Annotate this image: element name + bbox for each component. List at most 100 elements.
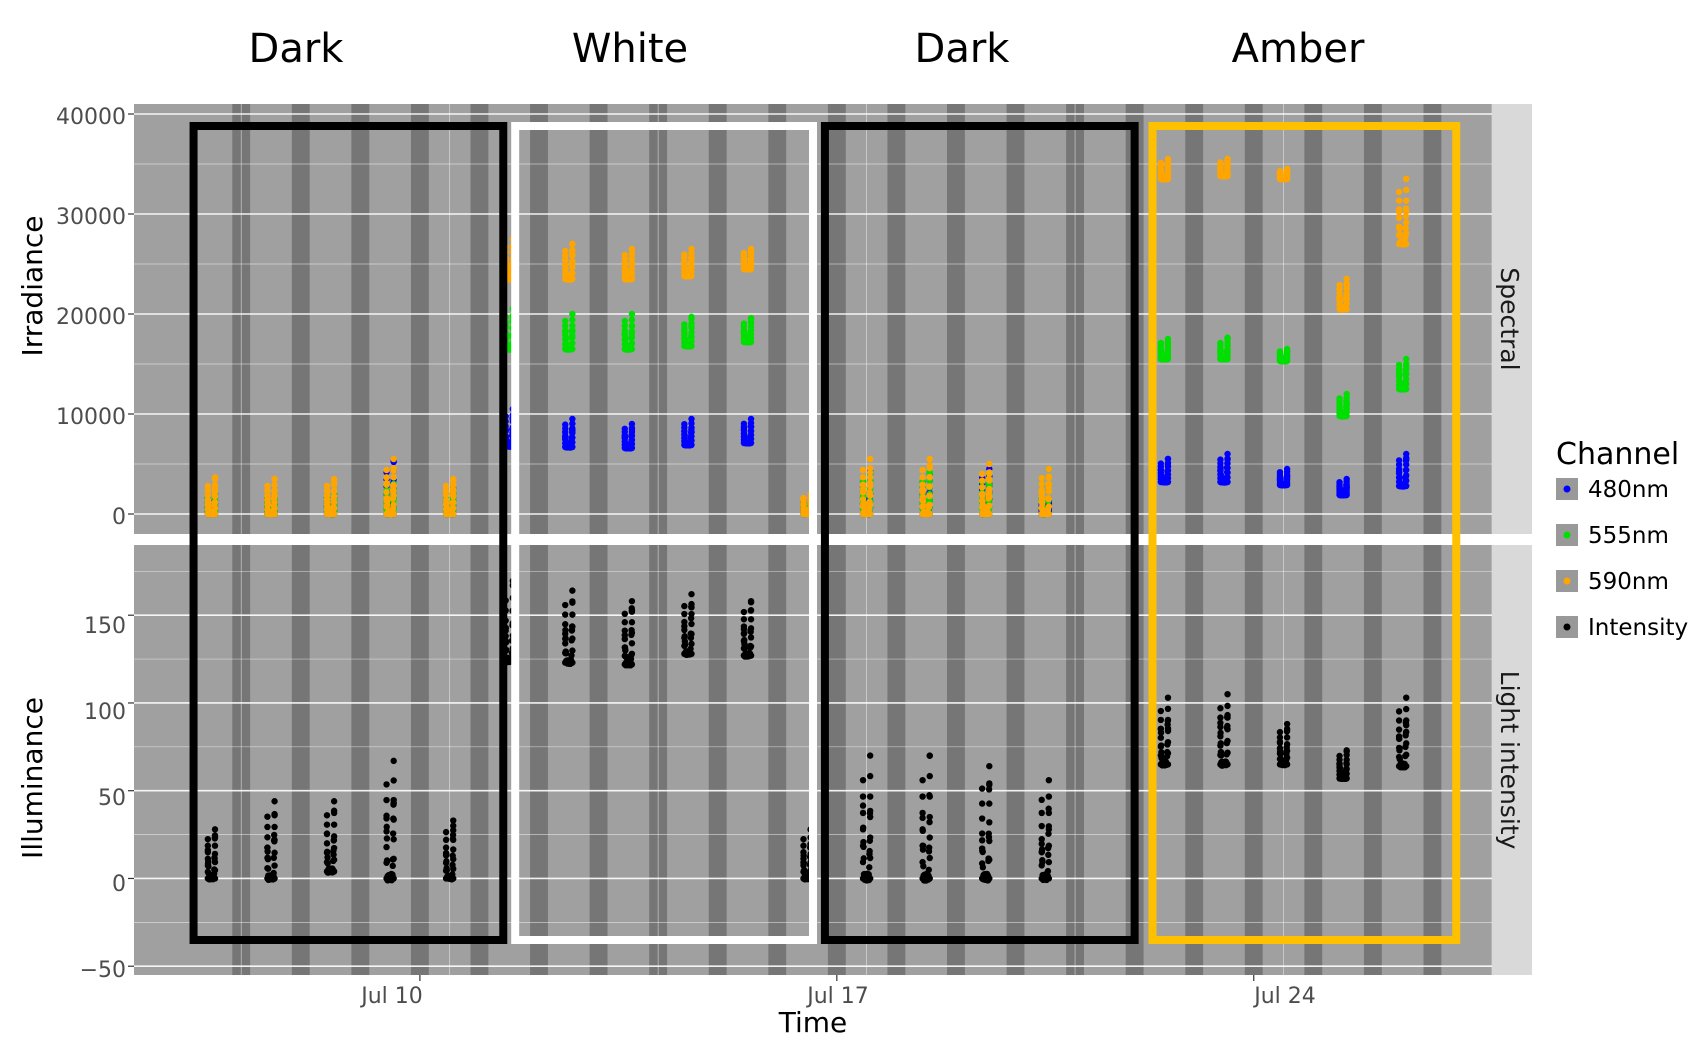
data-point: [450, 865, 457, 873]
data-point: [1283, 754, 1291, 761]
data-point: [986, 494, 993, 501]
data-point: [1395, 240, 1403, 248]
data-point: [389, 862, 396, 870]
night-band: [887, 104, 906, 534]
data-point: [568, 652, 575, 659]
data-point: [1343, 747, 1350, 754]
data-point: [1403, 175, 1410, 183]
data-point: [1403, 380, 1410, 388]
data-point: [978, 875, 986, 882]
data-point: [204, 506, 212, 513]
data-point: [569, 439, 576, 446]
data-point: [562, 345, 569, 353]
data-point: [1164, 335, 1172, 343]
data-point: [562, 611, 569, 618]
data-point: [1402, 224, 1409, 232]
data-point: [621, 327, 628, 334]
data-point: [442, 867, 450, 874]
data-point: [866, 793, 874, 800]
phase-box-white: [511, 122, 817, 944]
data-point: [919, 466, 926, 474]
data-point: [270, 831, 278, 839]
data-point: [1343, 275, 1350, 283]
legend-label-480nm: 480nm: [1588, 477, 1669, 503]
data-point: [1283, 741, 1291, 748]
data-point: [621, 644, 628, 651]
x-tick-label-jul17: Jul 17: [805, 984, 869, 1009]
light-intensity-strip: [1492, 545, 1532, 975]
data-point: [1164, 738, 1172, 746]
data-point: [1403, 240, 1410, 248]
data-point: [204, 487, 212, 494]
data-point: [919, 481, 926, 488]
data-point: [1217, 705, 1224, 712]
data-point: [211, 481, 219, 489]
data-point: [1403, 466, 1410, 474]
data-point: [1403, 717, 1410, 724]
data-point: [621, 619, 628, 626]
legend-label-555nm: 555nm: [1588, 523, 1669, 549]
data-point: [919, 496, 926, 503]
data-point: [1283, 345, 1291, 353]
data-point: [1224, 469, 1231, 476]
data-point: [1403, 751, 1410, 758]
night-band: [1363, 545, 1382, 975]
night-band: [351, 545, 370, 975]
data-point: [1164, 716, 1172, 724]
data-point: [1038, 809, 1045, 817]
data-point: [569, 252, 576, 259]
data-point: [800, 849, 807, 856]
data-point: [1038, 480, 1045, 488]
data-point: [1343, 390, 1350, 398]
data-point: [323, 868, 331, 875]
data-point: [569, 275, 576, 283]
data-point: [450, 875, 457, 882]
data-point: [569, 339, 576, 347]
night-band: [947, 545, 965, 975]
data-point: [740, 630, 748, 638]
data-point: [1217, 456, 1224, 463]
data-point: [926, 834, 933, 841]
data-point: [740, 320, 748, 327]
data-point: [1283, 165, 1291, 173]
data-point: [1395, 744, 1403, 752]
data-point: [688, 245, 695, 253]
data-point: [1157, 460, 1165, 467]
data-point: [264, 854, 271, 862]
data-point: [330, 809, 338, 817]
night-band: [1363, 104, 1382, 534]
data-point: [1395, 206, 1403, 213]
data-point: [442, 492, 450, 499]
data-point: [628, 420, 636, 428]
data-point: [978, 470, 986, 478]
data-point: [1395, 361, 1403, 369]
data-point: [919, 875, 926, 882]
data-point: [621, 322, 628, 329]
data-point: [926, 464, 933, 472]
y-tick-label: 0: [112, 505, 126, 530]
data-point: [747, 634, 755, 641]
legend-dot-480nm: [1563, 485, 1571, 493]
data-point: [866, 854, 874, 862]
y-tick-label: 40000: [56, 105, 126, 130]
data-point: [1224, 464, 1231, 472]
night-band: [351, 104, 370, 534]
data-point: [1224, 460, 1231, 467]
data-point: [628, 245, 636, 253]
night-band: [1304, 104, 1323, 534]
legend-label-590nm: 590nm: [1588, 569, 1669, 595]
data-point: [1038, 796, 1045, 804]
data-point: [204, 862, 212, 869]
data-point: [204, 492, 212, 499]
data-point: [450, 481, 457, 489]
data-point: [264, 844, 271, 851]
data-point: [919, 503, 926, 510]
data-point: [1224, 702, 1231, 710]
data-point: [1164, 705, 1172, 713]
data-point: [264, 875, 271, 882]
data-point: [204, 849, 212, 856]
data-point: [330, 851, 337, 858]
data-point: [688, 342, 695, 350]
data-point: [1395, 223, 1403, 230]
data-point: [1157, 716, 1165, 724]
